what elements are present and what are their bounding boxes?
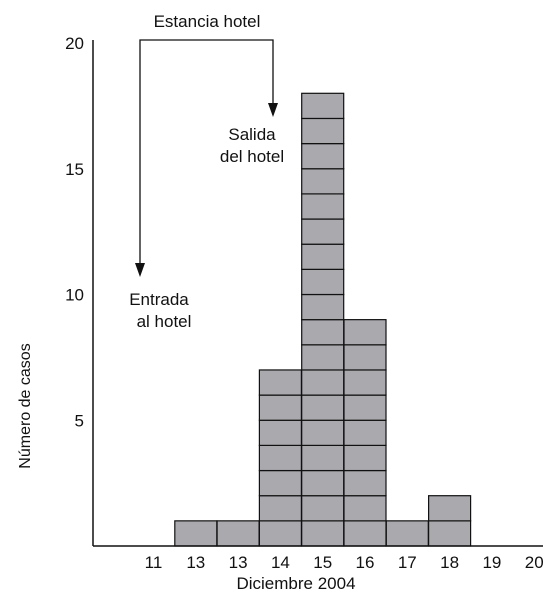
- y-tick-label: 10: [65, 286, 84, 305]
- case-box: [258, 495, 302, 522]
- case-box: [301, 117, 345, 145]
- x-tick-label: 14: [271, 553, 290, 572]
- bars-group: [174, 92, 472, 547]
- case-box: [343, 419, 387, 446]
- case-box: [216, 520, 260, 547]
- case-box: [301, 243, 345, 270]
- case-box: [343, 344, 387, 371]
- case-box: [301, 495, 345, 522]
- case-box: [301, 369, 345, 396]
- entry-label-line2: al hotel: [137, 312, 192, 331]
- case-box: [343, 444, 387, 472]
- case-box: [343, 319, 387, 346]
- exit-label-line2: del hotel: [220, 147, 284, 166]
- y-tick-label: 5: [75, 411, 84, 430]
- case-box: [301, 444, 345, 472]
- stay-label: Estancia hotel: [154, 12, 261, 31]
- case-box: [301, 319, 345, 346]
- case-box: [301, 419, 345, 446]
- x-tick-label: 13: [229, 553, 248, 572]
- case-box: [301, 268, 345, 296]
- x-tick-label: 15: [313, 553, 332, 572]
- exit-arrowhead: [268, 103, 278, 117]
- case-box: [258, 469, 302, 497]
- stay-annotation: Estancia hotel Salida del hotel Entrada …: [129, 12, 284, 331]
- x-tick-label: 13: [186, 553, 205, 572]
- x-tick-label: 11: [145, 553, 163, 572]
- case-box: [258, 394, 302, 421]
- stay-bracket-line: [139, 39, 274, 263]
- case-box: [258, 444, 302, 472]
- y-tick-label: 15: [65, 160, 84, 179]
- x-tick-label: 20: [525, 553, 543, 572]
- case-box: [258, 419, 302, 446]
- case-box: [258, 369, 302, 396]
- case-box: [301, 193, 345, 220]
- case-box: [343, 495, 387, 522]
- x-tick-label: 18: [440, 553, 459, 572]
- entry-label-line1: Entrada: [129, 290, 189, 309]
- case-box: [301, 168, 345, 195]
- case-box: [301, 293, 345, 321]
- case-box: [301, 218, 345, 245]
- case-box: [301, 469, 345, 497]
- case-box: [301, 143, 345, 170]
- case-box: [301, 92, 345, 120]
- case-box: [343, 394, 387, 421]
- y-tick-labels: 5 10 15 20: [65, 34, 84, 430]
- case-box: [343, 369, 387, 396]
- case-box: [174, 520, 218, 547]
- x-tick-labels: 11 13 13 14 15 16 17 18 19 20: [145, 553, 543, 572]
- case-box: [301, 394, 345, 421]
- case-box: [343, 520, 387, 547]
- case-box: [258, 520, 302, 547]
- entry-arrowhead: [135, 263, 145, 277]
- y-axis-label: Número de casos: [17, 343, 34, 468]
- y-tick-label: 20: [65, 34, 84, 53]
- x-tick-label: 16: [356, 553, 375, 572]
- axes-group: [92, 40, 543, 547]
- x-tick-label: 17: [398, 553, 417, 572]
- x-tick-label: 19: [482, 553, 501, 572]
- case-box: [301, 520, 345, 547]
- case-box: [385, 520, 429, 547]
- case-box: [343, 469, 387, 497]
- case-box: [428, 495, 472, 522]
- case-box: [301, 344, 345, 371]
- case-box: [428, 520, 472, 547]
- x-axis-label: Diciembre 2004: [236, 574, 355, 593]
- exit-label-line1: Salida: [228, 125, 276, 144]
